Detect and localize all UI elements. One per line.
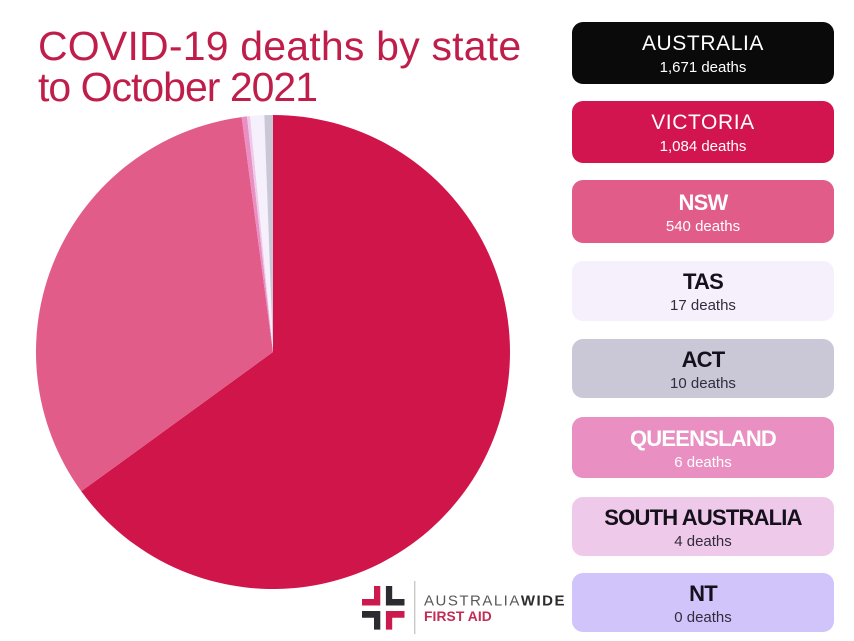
svg-text:AUSTRALIAWIDE: AUSTRALIAWIDE [424, 593, 566, 610]
svg-text:FIRST AID: FIRST AID [424, 609, 492, 624]
